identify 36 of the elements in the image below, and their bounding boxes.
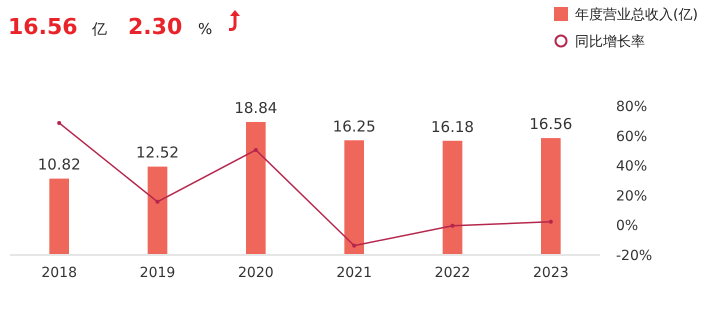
point bbox=[57, 120, 62, 125]
data-label: 18.84 bbox=[234, 99, 278, 117]
bar bbox=[344, 140, 364, 255]
text: 2.30 bbox=[128, 15, 182, 40]
y2-tick-label: 80% bbox=[616, 99, 648, 115]
x-tick-label: 2022 bbox=[434, 265, 470, 281]
bar bbox=[442, 140, 462, 255]
text: 亿 bbox=[91, 20, 107, 38]
point bbox=[450, 224, 454, 228]
data-label: 16.18 bbox=[431, 118, 474, 136]
bar bbox=[541, 138, 561, 255]
bar bbox=[148, 166, 168, 255]
point bbox=[352, 244, 356, 248]
text: % bbox=[198, 20, 212, 38]
data-label: 10.82 bbox=[38, 156, 81, 174]
x-tick-label: 2019 bbox=[140, 265, 176, 281]
x-tick-label: 2020 bbox=[238, 265, 274, 281]
legend-label: 年度营业总收入(亿) bbox=[575, 7, 698, 23]
point bbox=[548, 220, 553, 224]
point bbox=[254, 148, 258, 152]
bar bbox=[246, 122, 266, 255]
y2-tick-label: 40% bbox=[616, 158, 648, 175]
y2-tick-label: -20% bbox=[616, 248, 652, 264]
legend-label: 同比增长率 bbox=[575, 34, 645, 50]
point bbox=[156, 200, 160, 204]
text: 16.56 bbox=[8, 15, 78, 40]
y2-tick-label: 20% bbox=[616, 188, 648, 204]
bar bbox=[49, 178, 69, 255]
x-tick-label: 2021 bbox=[336, 265, 372, 281]
x-tick-label: 2018 bbox=[41, 265, 77, 281]
x-tick-label: 2023 bbox=[533, 265, 569, 281]
y2-tick-label: 60% bbox=[616, 128, 648, 145]
data-label: 12.52 bbox=[136, 144, 179, 162]
data-label: 16.56 bbox=[529, 115, 572, 134]
y2-tick-label: 0% bbox=[616, 218, 638, 234]
data-label: 16.25 bbox=[332, 117, 376, 136]
